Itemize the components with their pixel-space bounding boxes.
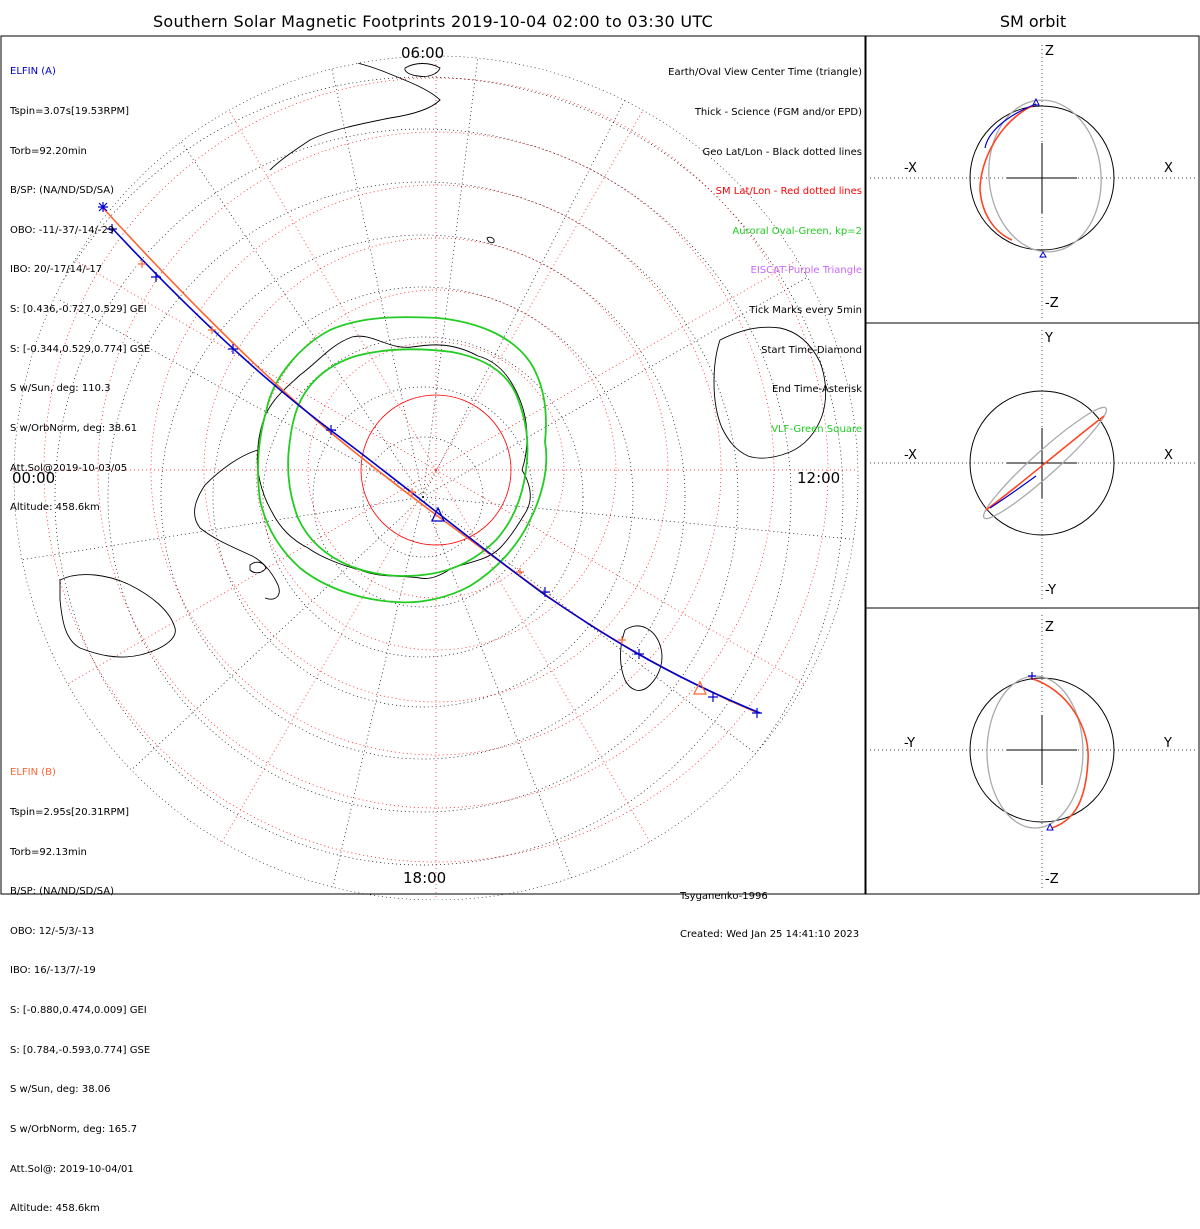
elfin-a-track	[111, 227, 761, 714]
elfin-a-info: ELFIN (A) Tspin=3.07s[19.53RPM] Torb=92.…	[10, 39, 150, 528]
mlt-label-right: 12:00	[797, 469, 841, 487]
elfin-b-header: ELFIN (B)	[10, 767, 56, 779]
info-line: S w/Sun, deg: 38.06	[10, 1084, 111, 1096]
axis-label: -Y	[904, 736, 916, 751]
orbit-title: SM orbit	[999, 12, 1067, 31]
info-line: OBO: 12/-5/3/-13	[10, 925, 95, 937]
axis-label: Y	[1045, 331, 1053, 346]
mlt-label-bottom: 18:00	[403, 869, 447, 887]
axis-label: X	[1164, 448, 1173, 463]
info-line: Tspin=2.95s[20.31RPM]	[10, 807, 130, 819]
elfin-b-track	[102, 207, 759, 714]
orbit-panel-xy	[870, 330, 1195, 602]
info-line: Torb=92.13min	[10, 846, 87, 858]
australia-coast	[713, 326, 827, 459]
geo-grid	[14, 56, 858, 900]
map-legend: Earth/Oval View Center Time (triangle) T…	[668, 40, 862, 449]
figure-canvas	[0, 35, 1200, 900]
credit-block: Tsyganenko-1996 Created: Wed Jan 25 14:4…	[680, 866, 859, 954]
legend-entry: Start Time-Diamond	[761, 344, 862, 356]
view-center-triangle	[430, 506, 446, 522]
info-line: S w/OrbNorm, deg: 38.61	[10, 422, 138, 434]
axis-label: Z	[1045, 620, 1054, 635]
elfin-a-tick-marks	[107, 224, 718, 702]
info-line: S w/Sun, deg: 110.3	[10, 383, 111, 395]
orbit-panel-yz	[870, 615, 1195, 888]
axis-label: Z	[1045, 44, 1054, 59]
info-line: Torb=92.20min	[10, 145, 87, 157]
legend-entry: SM Lat/Lon - Red dotted lines	[715, 186, 862, 198]
legend-entry: End Time-Asterisk	[771, 384, 862, 396]
antarctic-peninsula	[194, 449, 280, 600]
polar-map	[14, 56, 858, 900]
info-line: Tspin=3.07s[19.53RPM]	[10, 106, 130, 118]
legend-entry: Geo Lat/Lon - Black dotted lines	[702, 146, 862, 158]
figure-title: Southern Solar Magnetic Footprints 2019-…	[152, 12, 714, 31]
info-line: Altitude: 458.6km	[10, 502, 100, 514]
created-date: Created: Wed Jan 25 14:41:10 2023	[680, 928, 860, 940]
mlt-label-top: 06:00	[401, 44, 445, 62]
axis-label: -X	[904, 448, 917, 463]
info-line: S: [-0.344,0.529,0.774] GSE	[10, 343, 151, 355]
new-zealand	[620, 625, 663, 691]
coastlines	[59, 57, 827, 691]
legend-entry: Auroral Oval-Green, kp=2	[732, 225, 862, 237]
axis-label: X	[1164, 161, 1173, 176]
orbit-panel-xz	[870, 45, 1195, 318]
info-line: Att.Sol@2019-10-03/05	[10, 462, 128, 474]
axis-label: -Y	[1045, 583, 1057, 598]
info-line: IBO: 16/-13/7/-19	[10, 965, 96, 977]
elfin-b-info: ELFIN (B) Tspin=2.95s[20.31RPM] Torb=92.…	[10, 740, 150, 1229]
model-name: Tsyganenko-1996	[680, 891, 768, 902]
south-america-tip	[59, 574, 176, 658]
legend-entry: EISCAT-Purple Triangle	[750, 265, 863, 277]
sm-inner-circle	[360, 394, 512, 546]
info-line: S: [0.784,-0.593,0.774] GSE	[10, 1044, 151, 1056]
mlt-label-left: 00:00	[12, 469, 56, 487]
legend-entry: Earth/Oval View Center Time (triangle)	[668, 67, 862, 79]
auroral-oval-inner	[287, 348, 529, 577]
auroral-oval-outer	[257, 316, 548, 604]
info-line: Att.Sol@: 2019-10-04/01	[10, 1163, 134, 1175]
info-line: B/SP: (NA/ND/SD/SA)	[10, 886, 114, 898]
elfin-b-triangle	[693, 680, 707, 695]
elfin-b-tick-marks	[138, 260, 626, 644]
info-line: S: [0.436,-0.727,0.529] GEI	[10, 304, 147, 316]
map-boundary	[13, 55, 859, 900]
axis-label: -Z	[1045, 296, 1059, 311]
island	[404, 63, 441, 77]
elfin-a-header: ELFIN (A)	[10, 66, 56, 78]
axis-label: -X	[904, 161, 917, 176]
legend-entry: Tick Marks every 5min	[749, 305, 862, 317]
axis-label: -Z	[1045, 872, 1059, 887]
island	[249, 561, 267, 574]
info-line: IBO: 20/-17/14/-17	[10, 264, 103, 276]
map-frame	[0, 35, 866, 895]
info-line: B/SP: (NA/ND/SD/SA)	[10, 185, 114, 197]
antarctica-coast	[256, 335, 531, 579]
island	[486, 236, 495, 244]
info-line: Altitude: 458.6km	[10, 1203, 100, 1215]
legend-entry: VLF-Green Square	[771, 423, 862, 435]
start-asterisk-a	[98, 202, 108, 212]
info-line: S w/OrbNorm, deg: 165.7	[10, 1123, 138, 1135]
orbit-frame	[865, 35, 1200, 895]
info-line: OBO: -11/-37/-14/-29	[10, 224, 115, 236]
africa-coast	[269, 57, 441, 171]
end-asterisk-a	[752, 708, 762, 718]
axis-label: Y	[1164, 736, 1172, 751]
info-line: S: [-0.880,0.474,0.009] GEI	[10, 1005, 147, 1017]
legend-entry: Thick - Science (FGM and/or EPD)	[694, 107, 862, 119]
